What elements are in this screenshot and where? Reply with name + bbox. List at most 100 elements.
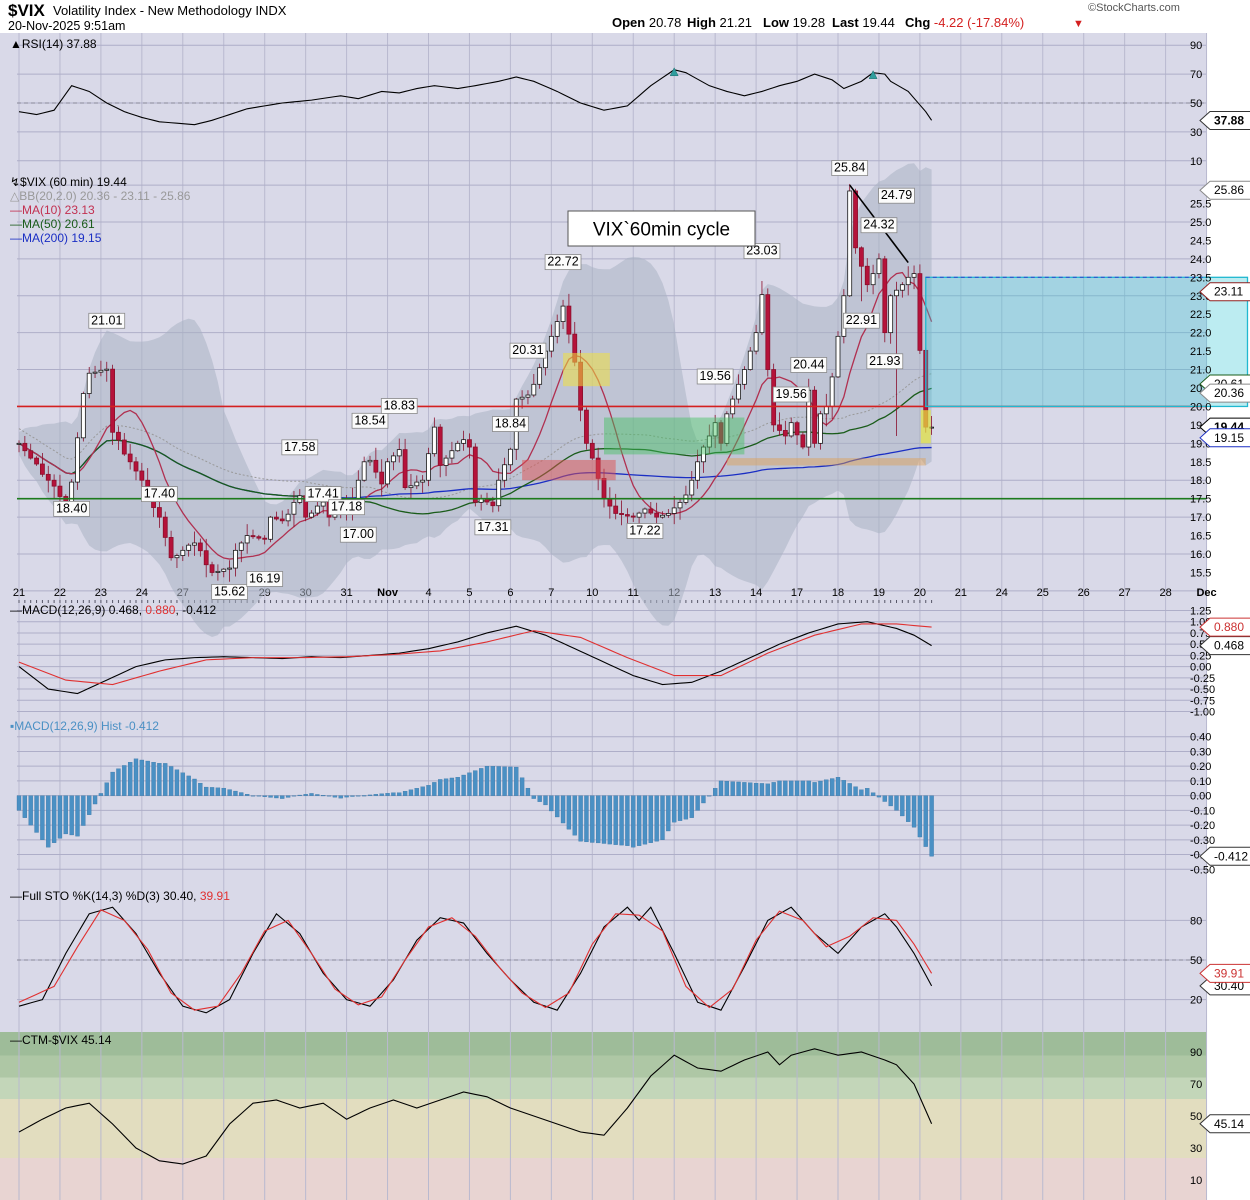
svg-text:16.19: 16.19 <box>249 571 280 585</box>
svg-text:80: 80 <box>1190 915 1202 927</box>
svg-text:1.25: 1.25 <box>1190 605 1211 617</box>
svg-text:—Full STO %K(14,3) %D(3) 30.40: —Full STO %K(14,3) %D(3) 30.40, 39.91 <box>10 889 230 903</box>
svg-text:20.44: 20.44 <box>793 357 824 371</box>
svg-text:▲RSI(14) 37.88: ▲RSI(14) 37.88 <box>10 37 97 51</box>
svg-text:90: 90 <box>1190 40 1202 52</box>
svg-text:14: 14 <box>750 587 762 599</box>
svg-text:22: 22 <box>54 587 66 599</box>
svg-text:-0.10: -0.10 <box>1190 805 1215 817</box>
svg-text:24: 24 <box>996 587 1008 599</box>
svg-text:18.54: 18.54 <box>354 413 385 427</box>
svg-text:24.79: 24.79 <box>881 188 912 202</box>
svg-text:18: 18 <box>832 587 844 599</box>
svg-text:25.86: 25.86 <box>1214 183 1244 197</box>
svg-text:16.0: 16.0 <box>1190 549 1211 561</box>
svg-text:18.0: 18.0 <box>1190 475 1211 487</box>
svg-text:25: 25 <box>1037 587 1049 599</box>
svg-text:21: 21 <box>955 587 967 599</box>
svg-text:-0.412: -0.412 <box>1214 849 1248 863</box>
svg-text:-0.20: -0.20 <box>1190 820 1215 832</box>
svg-text:25.5: 25.5 <box>1190 199 1211 211</box>
svg-text:0.880: 0.880 <box>1214 620 1244 634</box>
svg-text:50: 50 <box>1190 955 1202 967</box>
svg-text:21.0: 21.0 <box>1190 365 1211 377</box>
svg-text:23.11: 23.11 <box>1214 285 1243 299</box>
svg-text:10: 10 <box>1190 156 1202 168</box>
svg-text:25.84: 25.84 <box>834 161 865 175</box>
svg-text:Low 19.28: Low 19.28 <box>763 15 825 30</box>
svg-text:-0.75: -0.75 <box>1190 695 1215 707</box>
svg-text:24.32: 24.32 <box>863 218 894 232</box>
svg-text:—MACD(12,26,9) 0.468, 0.880, -: —MACD(12,26,9) 0.468, 0.880, -0.412 <box>10 603 216 617</box>
svg-text:Dec: Dec <box>1196 587 1216 599</box>
svg-text:High 21.21: High 21.21 <box>687 15 752 30</box>
svg-text:Open 20.78: Open 20.78 <box>612 15 681 30</box>
svg-text:Volatility Index - New Methodo: Volatility Index - New Methodology INDX <box>53 3 287 18</box>
svg-text:0.30: 0.30 <box>1190 746 1211 758</box>
svg-text:-0.30: -0.30 <box>1190 835 1215 847</box>
svg-text:18.83: 18.83 <box>384 399 415 413</box>
svg-text:23.5: 23.5 <box>1190 272 1211 284</box>
svg-text:-1.00: -1.00 <box>1190 707 1215 719</box>
svg-text:22.5: 22.5 <box>1190 309 1211 321</box>
svg-text:18.84: 18.84 <box>495 417 526 431</box>
svg-text:▼: ▼ <box>1073 18 1084 30</box>
svg-text:20: 20 <box>914 587 926 599</box>
svg-text:17: 17 <box>791 587 803 599</box>
svg-text:22.0: 22.0 <box>1190 328 1211 340</box>
svg-text:Chg -4.22 (-17.84%): Chg -4.22 (-17.84%) <box>905 15 1024 30</box>
svg-text:△BB(20,2.0) 20.36 - 23.11 - 25: △BB(20,2.0) 20.36 - 23.11 - 25.86 <box>10 189 191 203</box>
svg-text:—CTM-$VIX 45.14: —CTM-$VIX 45.14 <box>10 1033 112 1047</box>
svg-text:0.20: 0.20 <box>1190 761 1211 773</box>
svg-text:-0.50: -0.50 <box>1190 684 1215 696</box>
svg-text:20: 20 <box>1190 995 1202 1007</box>
svg-text:20.36: 20.36 <box>1214 386 1244 400</box>
svg-text:10: 10 <box>586 587 598 599</box>
svg-text:39.91: 39.91 <box>1214 966 1244 980</box>
svg-text:17.18: 17.18 <box>331 500 362 514</box>
svg-text:6: 6 <box>507 587 513 599</box>
svg-text:17.5: 17.5 <box>1190 494 1211 506</box>
svg-text:▪MACD(12,26,9) Hist -0.412: ▪MACD(12,26,9) Hist -0.412 <box>10 719 159 733</box>
svg-text:20.0: 20.0 <box>1190 401 1211 413</box>
svg-text:17.0: 17.0 <box>1190 512 1211 524</box>
svg-text:90: 90 <box>1190 1047 1202 1059</box>
svg-text:0.00: 0.00 <box>1190 791 1211 803</box>
svg-text:↯$VIX (60 min) 19.44: ↯$VIX (60 min) 19.44 <box>10 175 127 189</box>
svg-text:25.0: 25.0 <box>1190 217 1211 229</box>
svg-text:23: 23 <box>95 587 107 599</box>
svg-text:17.22: 17.22 <box>629 524 660 538</box>
svg-text:22.72: 22.72 <box>547 255 578 269</box>
svg-text:24.0: 24.0 <box>1190 254 1211 266</box>
svg-text:17.40: 17.40 <box>144 487 175 501</box>
svg-text:24: 24 <box>136 587 148 599</box>
svg-text:Last 19.44: Last 19.44 <box>832 15 895 30</box>
svg-text:7: 7 <box>548 587 554 599</box>
svg-text:-0.25: -0.25 <box>1190 673 1215 685</box>
svg-text:70: 70 <box>1190 69 1202 81</box>
svg-text:37.88: 37.88 <box>1214 114 1244 128</box>
svg-text:0.468: 0.468 <box>1214 639 1244 653</box>
svg-text:26: 26 <box>1078 587 1090 599</box>
svg-text:5: 5 <box>466 587 472 599</box>
svg-text:17.00: 17.00 <box>343 527 374 541</box>
svg-text:24.5: 24.5 <box>1190 235 1211 247</box>
svg-text:17.58: 17.58 <box>284 440 315 454</box>
svg-text:4: 4 <box>425 587 431 599</box>
svg-text:—MA(200) 19.15: —MA(200) 19.15 <box>10 231 102 245</box>
svg-text:0.10: 0.10 <box>1190 776 1211 788</box>
svg-text:10: 10 <box>1190 1175 1202 1187</box>
svg-text:45.14: 45.14 <box>1214 1117 1244 1131</box>
svg-text:30: 30 <box>1190 1143 1202 1155</box>
svg-text:20-Nov-2025 9:51am: 20-Nov-2025 9:51am <box>8 19 125 33</box>
svg-text:19.56: 19.56 <box>776 387 807 401</box>
svg-text:19.15: 19.15 <box>1214 431 1244 445</box>
svg-text:18.40: 18.40 <box>56 501 87 515</box>
svg-text:20.31: 20.31 <box>512 343 543 357</box>
svg-text:VIX`60min cycle: VIX`60min cycle <box>593 220 730 241</box>
svg-text:70: 70 <box>1190 1079 1202 1091</box>
svg-text:22.91: 22.91 <box>846 313 877 327</box>
svg-text:50: 50 <box>1190 1111 1202 1123</box>
svg-text:18.5: 18.5 <box>1190 457 1211 469</box>
svg-text:19: 19 <box>873 587 885 599</box>
